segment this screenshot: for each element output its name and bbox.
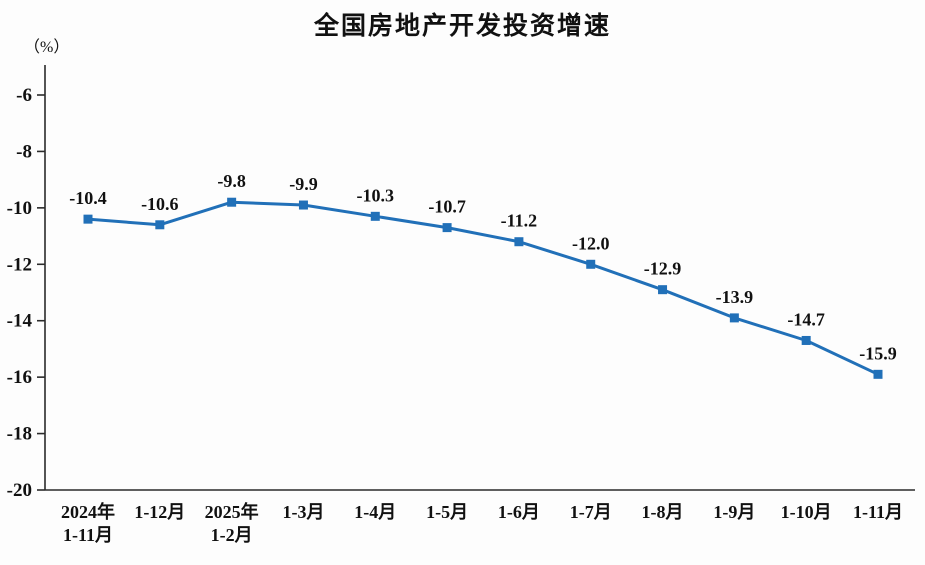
y-tick-label: -6 [16,85,32,106]
data-line [87,200,879,376]
data-label: -10.6 [141,194,179,214]
data-point-marker [658,285,668,295]
y-tick-label: -16 [7,367,32,388]
x-tick-label: 1-8月 [642,502,684,522]
data-label: -10.7 [428,197,466,217]
data-label: -12.9 [644,259,682,279]
data-label: -9.9 [289,174,318,194]
data-point-marker [586,259,596,269]
data-label: -10.4 [69,188,107,208]
y-tick-label: -20 [7,480,32,501]
data-point-marker [873,369,883,379]
y-tick-label: -10 [7,198,32,219]
data-point-marker [442,223,452,233]
data-point-marker [370,211,380,221]
data-label: -12.0 [572,233,610,253]
y-tick-label: -12 [7,254,32,275]
chart-title: 全国房地产开发投资增速 [313,12,611,40]
data-point-marker [227,197,237,207]
data-label: -10.3 [357,185,395,205]
data-point-marker [155,220,165,230]
y-tick-label: -14 [7,311,33,332]
data-label: -14.7 [787,309,825,329]
x-tick-label: 1-9月 [713,502,755,522]
x-tick-label: 1-7月 [570,502,612,522]
data-label: -11.2 [501,211,538,231]
x-tick-label: 1-11月 [63,525,113,545]
data-point-marker [801,335,811,345]
y-tick-label: -8 [16,141,32,162]
x-tick-label: 1-2月 [211,525,253,545]
y-tick-label: -18 [7,424,32,445]
x-tick-label: 2024年 [61,501,115,522]
data-label: -9.8 [217,171,246,191]
x-tick-label: 1-11月 [853,502,903,522]
x-tick-label: 1-5月 [426,502,468,522]
data-point-marker [298,200,308,210]
data-point-marker [729,313,739,323]
data-label: -13.9 [716,287,754,307]
x-tick-label: 2025年 [205,501,259,522]
x-tick-label: 1-3月 [282,502,324,522]
data-point-marker [83,214,93,224]
x-tick-label: 1-4月 [354,502,396,522]
line-chart-canvas: -6 -8 -10 -12 -14 -16 -18 -20 2024年 1-11月 1-12月 202… [7,65,915,545]
x-tick-label: 1-6月 [498,502,540,522]
x-tick-label: 1-10月 [781,502,832,522]
data-label: -15.9 [859,343,897,363]
x-tick-label: 1-12月 [134,502,185,522]
y-axis-unit-label: （%） [24,39,70,56]
data-point-marker [514,237,524,247]
